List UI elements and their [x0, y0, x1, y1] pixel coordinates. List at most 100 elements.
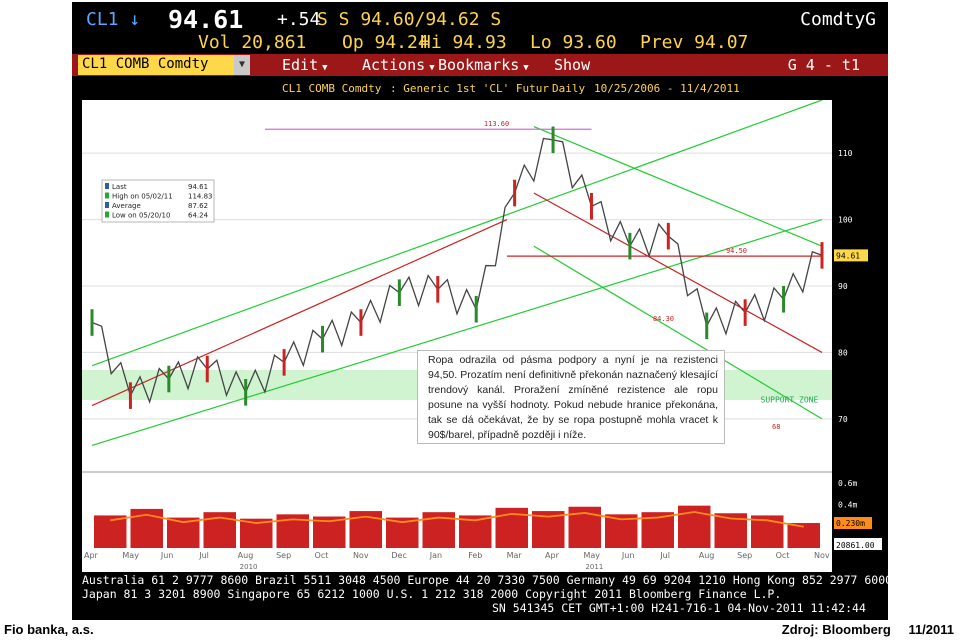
price-candle — [628, 232, 632, 260]
month-label: Apr — [84, 551, 99, 560]
menu-bar: CL1 COMB Comdty ▼ Edit ▼ Actions ▼ Bookmar… — [72, 54, 888, 76]
falling-channel-top — [533, 126, 823, 247]
price-candle — [244, 379, 248, 406]
source-label: ComdtyG — [800, 9, 876, 30]
menu-actions[interactable]: Actions ▼ — [362, 56, 435, 74]
low-price: Lo 93.60 — [530, 32, 617, 53]
quote-line-1: CL1 ↓ 94.61 +.54 S S 94.60/94.62 S Comdt… — [72, 5, 888, 34]
bloomberg-terminal: CL1 ↓ 94.61 +.54 S S 94.60/94.62 S Comdt… — [72, 2, 888, 620]
year-label: 2011 — [585, 563, 603, 571]
lower-trend-line — [91, 218, 823, 447]
chart-security: CL1 COMB Comdty — [282, 82, 382, 95]
price-candle — [782, 286, 786, 313]
security-field[interactable]: CL1 COMB Comdty — [78, 55, 238, 75]
volume-average-line — [110, 511, 804, 528]
price-candle — [321, 325, 325, 353]
legend-value: 64.24 — [188, 212, 209, 220]
month-label: Jun — [621, 551, 635, 560]
price-candle — [705, 312, 709, 340]
legend-label: Average — [112, 202, 141, 210]
price-tick-label: 70 — [838, 415, 848, 424]
month-label: Oct — [315, 551, 329, 560]
function-label: G 4 - t1 — [787, 56, 860, 74]
month-label: Jan — [429, 551, 442, 560]
price-candle — [551, 126, 555, 154]
source-footer: Zdroj: Bloomberg 11/2011 — [768, 622, 954, 637]
security-dropdown-icon[interactable]: ▼ — [234, 55, 250, 75]
price-candle — [666, 222, 670, 250]
price-candle — [474, 295, 478, 323]
chart-title-bar: CL1 COMB Comdty : Generic 1st 'CL' Futur… — [72, 80, 888, 98]
volume-last-tag: 0.230m — [836, 519, 865, 528]
month-label: Oct — [776, 551, 790, 560]
last-price-marker — [834, 249, 868, 262]
volume-tick-label: 0.6m — [838, 479, 857, 488]
price-candle — [282, 349, 286, 376]
chevron-down-icon: ▼ — [523, 63, 529, 73]
month-label: Jul — [659, 551, 670, 560]
month-label: Feb — [468, 551, 482, 560]
volume-total-marker — [834, 538, 882, 550]
price-candle — [820, 242, 824, 269]
rising-resistance-line — [91, 219, 508, 407]
volume: Vol 20,861 — [198, 32, 307, 53]
legend-swatch — [105, 192, 109, 199]
price-tick-label: 110 — [838, 149, 853, 158]
bid-ask: S S 94.60/94.62 S — [317, 9, 502, 30]
legend-label: Last — [112, 183, 127, 191]
year-label: 2010 — [240, 563, 258, 571]
menu-edit[interactable]: Edit ▼ — [282, 56, 328, 74]
price-candle — [513, 179, 517, 207]
level-label-mid: 84.30 — [653, 315, 674, 323]
price-candle — [589, 193, 593, 220]
price-candle — [128, 382, 132, 409]
month-label: Dec — [391, 551, 406, 560]
publisher-label: Fio banka, a.s. — [4, 622, 94, 637]
legend-value: 114.83 — [188, 193, 213, 201]
month-label: Aug — [238, 551, 254, 560]
last-price-tag: 94.61 — [836, 251, 860, 260]
legend-box — [101, 179, 215, 223]
price-line — [91, 137, 823, 404]
chart-range: 10/25/2006 - 11/4/2011 — [594, 82, 740, 95]
month-label: Nov — [353, 551, 369, 560]
price-candle — [205, 355, 209, 383]
price-tick-label: 80 — [838, 348, 848, 357]
open-price: Op 94.24 — [342, 32, 429, 53]
month-label: Sep — [737, 551, 752, 560]
level-label-support: 68 — [772, 423, 780, 431]
level-label-resistance: 94.50 — [726, 247, 747, 255]
month-label: May — [122, 551, 139, 560]
month-label: Aug — [699, 551, 715, 560]
support-zone-label: SUPPORT ZONE — [761, 395, 819, 404]
legend-swatch — [105, 202, 109, 208]
price-candle — [90, 309, 94, 336]
upper-trend-line — [91, 100, 823, 367]
legend-label: Low on 05/20/10 — [112, 212, 170, 220]
month-label: Nov — [814, 551, 830, 560]
volume-bar — [787, 523, 820, 548]
month-label: May — [583, 551, 600, 560]
price-candle — [359, 309, 363, 336]
date-note: 11/2011 — [908, 622, 954, 637]
legend-value: 87.62 — [188, 202, 208, 210]
chevron-down-icon: ▼ — [429, 63, 435, 73]
price-candle — [397, 279, 401, 306]
menu-show[interactable]: Show — [554, 56, 591, 74]
source-note: Zdroj: Bloomberg — [781, 622, 891, 637]
last-price: 94.61 — [168, 5, 244, 34]
price-tick-label: 90 — [838, 282, 848, 291]
legend-swatch — [105, 183, 109, 189]
menu-bookmarks[interactable]: Bookmarks ▼ — [438, 56, 529, 74]
month-label: Mar — [507, 551, 523, 560]
date-axis-panel — [82, 548, 832, 572]
footer-line-2: Japan 81 3 3201 8900 Singapore 65 6212 1… — [82, 587, 782, 601]
chevron-down-icon: ▼ — [322, 63, 328, 73]
price-candle — [167, 365, 171, 393]
month-label: Sep — [276, 551, 291, 560]
volume-bar — [94, 515, 127, 548]
prev-price: Prev 94.07 — [640, 32, 749, 53]
price-tick-label: 100 — [838, 216, 853, 225]
